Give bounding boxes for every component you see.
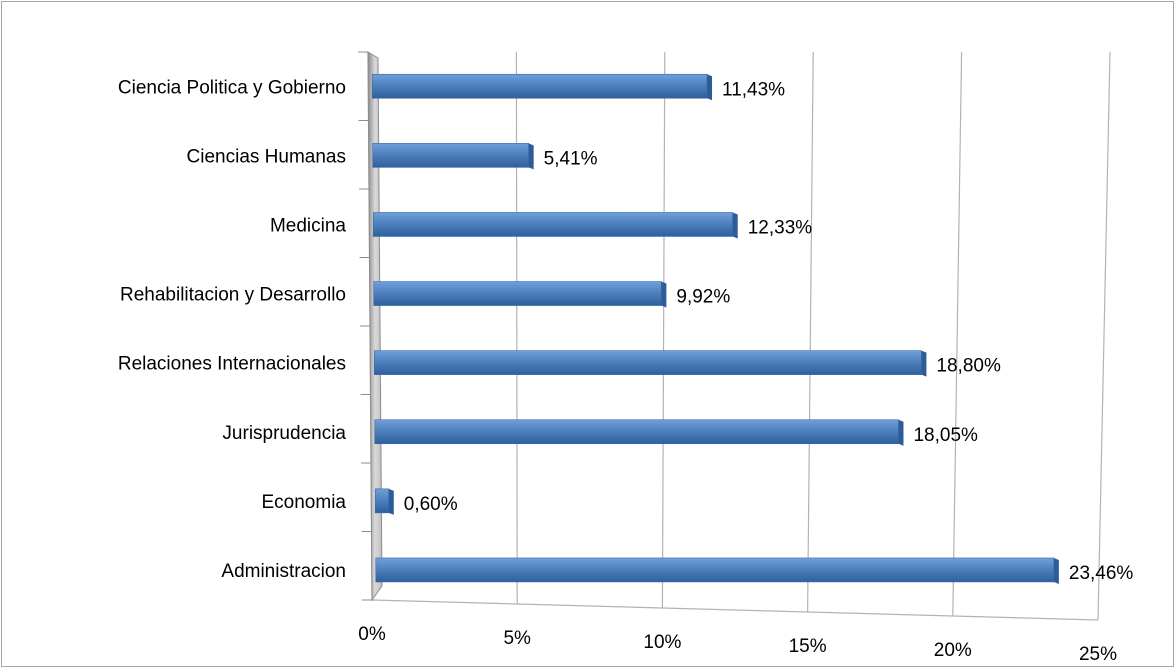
bar-cap-6 (388, 488, 394, 515)
x-tick-label: 20% (934, 640, 972, 661)
gridline-20 (952, 51, 963, 617)
x-tick-label: 0% (358, 624, 386, 645)
x-axis-line (371, 599, 1099, 621)
gridline-10 (661, 51, 666, 609)
data-label: 11,43% (722, 79, 785, 100)
data-label: 23,46% (1069, 563, 1134, 584)
bars (371, 73, 1059, 584)
data-label: 18,80% (936, 356, 1001, 377)
bar-cap-0 (707, 74, 713, 101)
category-label: Ciencia Politica y Gobierno (118, 77, 346, 98)
category-label: Jurisprudencia (222, 423, 346, 444)
data-label: 18,05% (913, 425, 978, 446)
bar-3 (373, 281, 662, 306)
bar-cap-2 (732, 212, 738, 239)
x-tick-label: 15% (789, 636, 827, 657)
data-label: 9,92% (676, 287, 730, 308)
data-label: 12,33% (748, 217, 813, 238)
data-label: 5,41% (544, 148, 598, 169)
gridline-25 (1097, 51, 1111, 621)
category-label: Ciencias Humanas (187, 146, 346, 167)
gridline-15 (807, 51, 814, 613)
bar-7 (375, 557, 1055, 583)
category-label: Medicina (270, 215, 346, 236)
gridline-5 (515, 51, 518, 605)
bar-5 (374, 419, 899, 445)
bar-0 (371, 73, 708, 99)
bar-cap-3 (661, 281, 667, 308)
x-tick-label: 10% (643, 632, 681, 653)
category-label: Administracion (221, 561, 346, 582)
data-label: 0,60% (404, 494, 458, 515)
bar-cap-7 (1053, 557, 1059, 584)
bar-1 (372, 143, 529, 168)
bar-2 (372, 212, 734, 237)
bar-6 (374, 488, 390, 514)
left-wall (367, 51, 383, 602)
gridlines (358, 51, 1111, 621)
x-tick-label: 25% (1079, 644, 1117, 665)
bar-cap-1 (528, 143, 534, 170)
bar-cap-5 (898, 419, 904, 446)
bar-4 (373, 350, 922, 375)
labels: 0% 5% 10% 15% 20% 25% Ciencia Politica y Gobie… (118, 77, 1134, 665)
bar-cap-4 (921, 350, 927, 377)
category-label: Rehabilitacion y Desarrollo (120, 285, 346, 306)
back-wall (367, 51, 383, 602)
x-tick-label: 5% (503, 628, 531, 649)
category-label: Economia (262, 492, 347, 513)
category-label: Relaciones Internacionales (118, 354, 346, 375)
